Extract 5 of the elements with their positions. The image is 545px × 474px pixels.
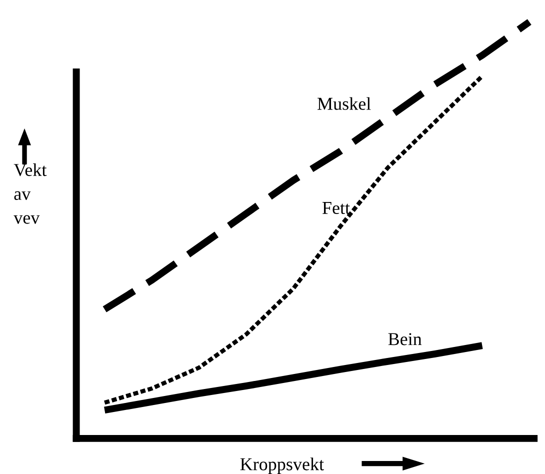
series-label: Fett: [322, 202, 350, 214]
y-axis-title: Vekt av vev: [14, 163, 47, 224]
series-label: Muskel: [318, 97, 371, 110]
series-label: Bein: [388, 333, 422, 346]
x-axis-title: Kroppsvekt: [240, 458, 324, 474]
